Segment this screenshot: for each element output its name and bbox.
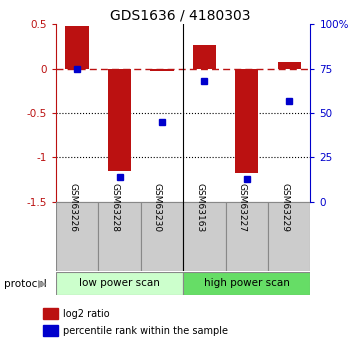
- Text: percentile rank within the sample: percentile rank within the sample: [63, 326, 228, 336]
- Bar: [108, 69, 131, 171]
- Text: GSM63229: GSM63229: [280, 183, 289, 232]
- Text: low power scan: low power scan: [79, 278, 160, 288]
- Bar: [193, 45, 216, 69]
- Bar: [98, 202, 141, 271]
- Text: GSM63228: GSM63228: [110, 183, 119, 232]
- Text: GDS1636 / 4180303: GDS1636 / 4180303: [110, 9, 251, 23]
- Bar: [56, 202, 98, 271]
- Bar: [150, 69, 174, 71]
- Bar: [226, 202, 268, 271]
- Bar: [183, 272, 310, 295]
- Bar: [235, 69, 258, 174]
- Text: GSM63230: GSM63230: [153, 183, 162, 232]
- Text: log2 ratio: log2 ratio: [63, 309, 110, 318]
- Text: GSM63227: GSM63227: [238, 183, 247, 232]
- Bar: [56, 272, 183, 295]
- Text: GSM63226: GSM63226: [68, 183, 77, 232]
- Text: protocol: protocol: [4, 279, 46, 288]
- Bar: [183, 202, 226, 271]
- Bar: [141, 202, 183, 271]
- Bar: [65, 26, 89, 69]
- Bar: [278, 62, 301, 69]
- Bar: [268, 202, 310, 271]
- Text: GSM63163: GSM63163: [195, 183, 204, 232]
- Text: high power scan: high power scan: [204, 278, 290, 288]
- Text: ▶: ▶: [38, 279, 47, 288]
